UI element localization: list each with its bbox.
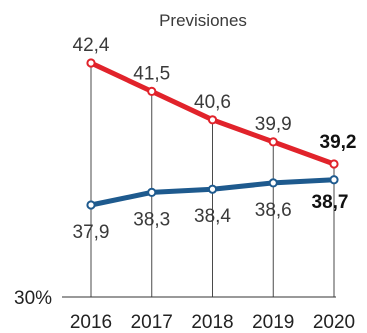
x-tick-2016: 2016 xyxy=(70,312,112,333)
series-1-point-2018 xyxy=(207,115,218,125)
label-series-1-2019: 39,9 xyxy=(255,114,292,135)
x-tick-2019: 2019 xyxy=(252,312,294,333)
series-1-point-2019 xyxy=(268,137,278,147)
series-layer xyxy=(86,58,339,210)
series-2-point-2016 xyxy=(86,200,96,210)
series-1-point-2020 xyxy=(329,159,339,169)
label-series-1-2016: 42,4 xyxy=(73,35,110,56)
label-series-1-2017: 41,5 xyxy=(133,63,170,84)
x-tick-2018: 2018 xyxy=(191,312,233,333)
series-1-point-2017 xyxy=(147,86,157,97)
label-series-2-2019: 38,6 xyxy=(255,200,292,221)
series-1-point-2016 xyxy=(86,58,96,68)
x-axis-ticks: 2016 2017 2018 2019 2020 xyxy=(70,312,355,333)
series-2-point-2020 xyxy=(329,175,339,185)
series-2-point-2019 xyxy=(268,178,278,188)
series-2-point-2018 xyxy=(207,184,218,194)
value-labels: 42,4 41,5 40,6 39,9 39,2 37,9 38,3 38,4 38,6 38,7 xyxy=(73,35,357,243)
series-2-point-2017 xyxy=(147,187,157,197)
x-tick-2017: 2017 xyxy=(131,312,173,333)
label-series-1-2018: 40,6 xyxy=(194,92,231,113)
label-series-2-2020: 38,7 xyxy=(312,192,349,213)
chart-title: Previsiones xyxy=(159,11,247,30)
drop-lines xyxy=(90,63,335,297)
label-series-2-2018: 38,4 xyxy=(194,206,231,227)
label-series-1-2020: 39,2 xyxy=(320,132,357,153)
label-series-2-2016: 37,9 xyxy=(73,222,110,243)
label-series-2-2017: 38,3 xyxy=(133,209,170,230)
baseline-label: 30% xyxy=(14,288,52,309)
x-tick-2020: 2020 xyxy=(313,312,355,333)
